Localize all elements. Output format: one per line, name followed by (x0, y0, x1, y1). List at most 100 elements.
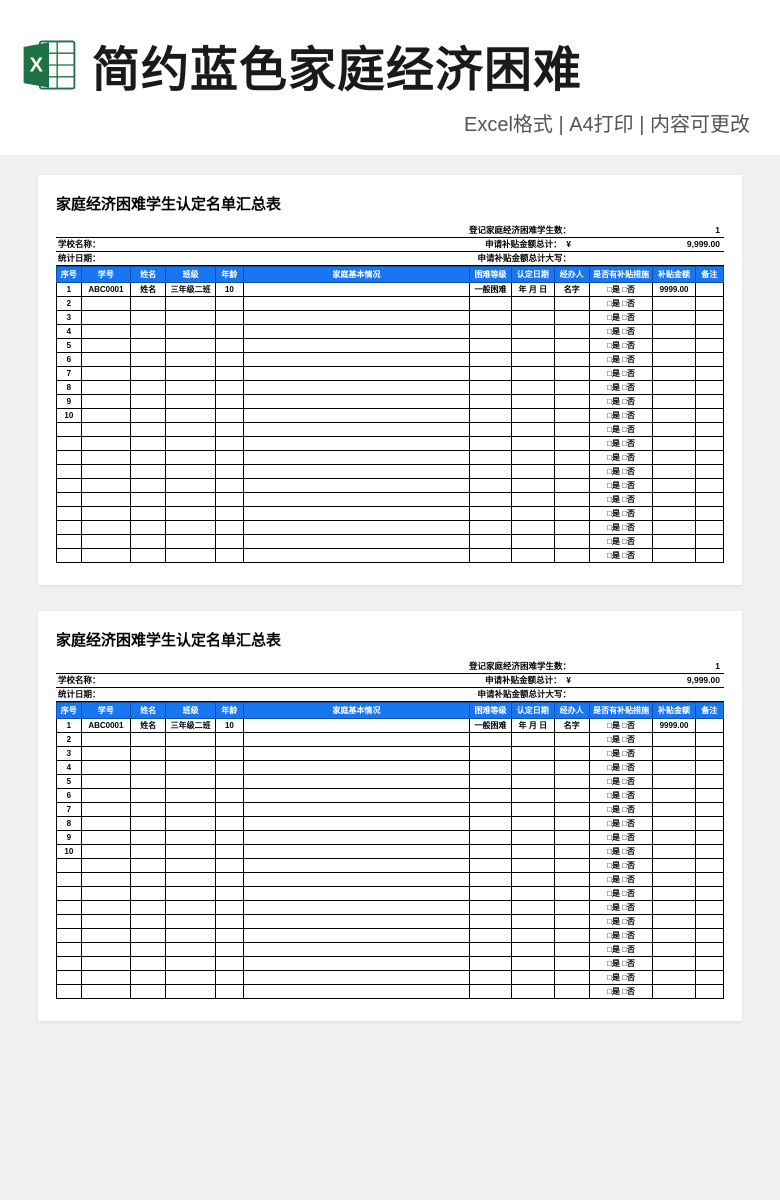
cell (469, 521, 511, 535)
cell: □是 □否 (589, 465, 653, 479)
cell (166, 957, 215, 971)
table-row: □是 □否 (57, 929, 724, 943)
cell (512, 803, 554, 817)
cell (695, 817, 723, 831)
cell (244, 845, 470, 859)
cell (81, 479, 130, 493)
cell (512, 423, 554, 437)
cell (653, 817, 695, 831)
cell (57, 915, 82, 929)
cell: □是 □否 (589, 803, 653, 817)
table-row: □是 □否 (57, 535, 724, 549)
cell (244, 437, 470, 451)
cell (57, 971, 82, 985)
cell: ABC0001 (81, 719, 130, 733)
cell: 名字 (554, 719, 589, 733)
cell: 7 (57, 367, 82, 381)
cell (81, 873, 130, 887)
cell (695, 465, 723, 479)
cell (653, 353, 695, 367)
cell (469, 761, 511, 775)
cell (554, 733, 589, 747)
cell (131, 409, 166, 423)
table-row: 3□是 □否 (57, 311, 724, 325)
cell (215, 549, 243, 563)
cell (57, 437, 82, 451)
table-row: 8□是 □否 (57, 381, 724, 395)
cell (81, 803, 130, 817)
table-row: □是 □否 (57, 493, 724, 507)
table-row: □是 □否 (57, 915, 724, 929)
cell (81, 549, 130, 563)
cell (131, 957, 166, 971)
cell (81, 747, 130, 761)
cell: □是 □否 (589, 859, 653, 873)
cell: □是 □否 (589, 887, 653, 901)
cell (81, 971, 130, 985)
table-row: 2□是 □否 (57, 297, 724, 311)
cell (57, 943, 82, 957)
cell (215, 761, 243, 775)
cell (57, 957, 82, 971)
table-row: 10□是 □否 (57, 845, 724, 859)
cell: 10 (57, 845, 82, 859)
cell (166, 985, 215, 999)
cell (695, 339, 723, 353)
cell (695, 845, 723, 859)
cell (244, 409, 470, 423)
cell: 10 (57, 409, 82, 423)
cell (131, 929, 166, 943)
cell (57, 901, 82, 915)
cell (166, 733, 215, 747)
cell (57, 985, 82, 999)
cell (215, 985, 243, 999)
cell (215, 845, 243, 859)
cell (81, 859, 130, 873)
col-header: 学号 (81, 703, 130, 719)
cell (469, 451, 511, 465)
cell (653, 437, 695, 451)
table-row: 4□是 □否 (57, 761, 724, 775)
cell: □是 □否 (589, 733, 653, 747)
cell (554, 423, 589, 437)
cell (512, 381, 554, 395)
cell (653, 423, 695, 437)
cell (215, 789, 243, 803)
svg-text:X: X (30, 54, 44, 76)
cell (215, 929, 243, 943)
cell (166, 423, 215, 437)
table-row: □是 □否 (57, 971, 724, 985)
cell (653, 339, 695, 353)
cell (244, 831, 470, 845)
table-row: □是 □否 (57, 479, 724, 493)
cell (653, 873, 695, 887)
cell: □是 □否 (589, 957, 653, 971)
cell (166, 817, 215, 831)
amount-words-value (577, 688, 724, 701)
cell (244, 901, 470, 915)
cell (244, 859, 470, 873)
cell: 10 (215, 719, 243, 733)
table-row: 2□是 □否 (57, 733, 724, 747)
cell (215, 887, 243, 901)
cell (131, 493, 166, 507)
cell (695, 395, 723, 409)
cell (81, 311, 130, 325)
cell (57, 493, 82, 507)
cell (512, 325, 554, 339)
cell (131, 339, 166, 353)
table-row: □是 □否 (57, 943, 724, 957)
cell (131, 479, 166, 493)
cell (512, 985, 554, 999)
cell: □是 □否 (589, 297, 653, 311)
cell (695, 733, 723, 747)
cell: 3 (57, 747, 82, 761)
cell (215, 521, 243, 535)
cell (166, 325, 215, 339)
cell (695, 719, 723, 733)
cell (653, 549, 695, 563)
cell: □是 □否 (589, 283, 653, 297)
table-row: □是 □否 (57, 873, 724, 887)
cell: 9999.00 (653, 719, 695, 733)
cell: 1 (57, 719, 82, 733)
